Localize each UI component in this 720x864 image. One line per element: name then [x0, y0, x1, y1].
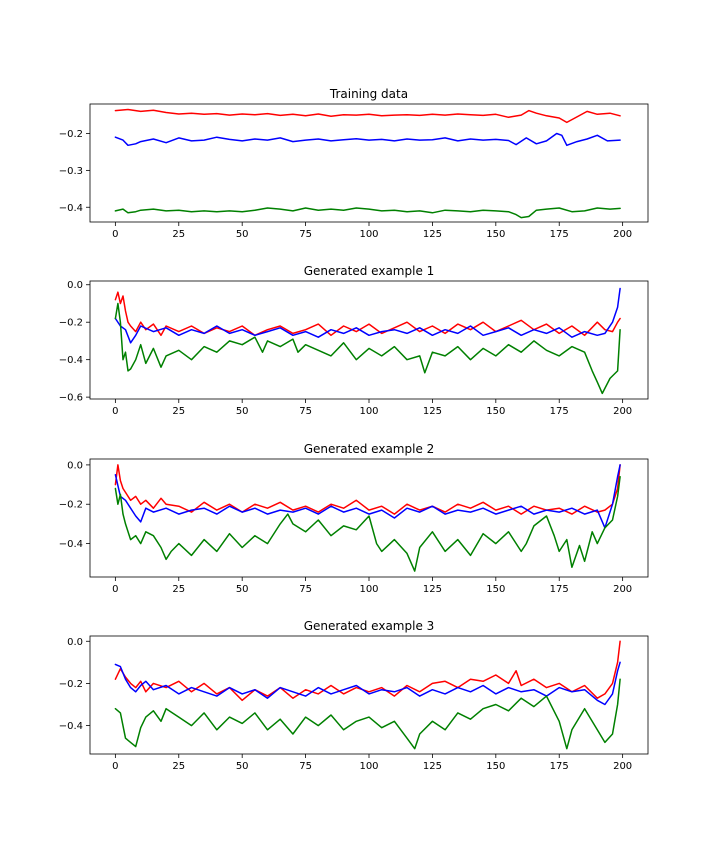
- x-tick-label: 175: [550, 584, 569, 595]
- y-tick-label: −0.6: [59, 393, 83, 404]
- axes-frame: [89, 280, 649, 400]
- y-tick-label: 0.0: [67, 637, 83, 648]
- x-tick-label: 75: [299, 406, 312, 417]
- y-tick-label: −0.4: [59, 203, 83, 214]
- x-tick-label: 0: [112, 584, 118, 595]
- chart-panel-1: Training data 0 25 50 75 100 125 150 175 200 −0.4 −…: [59, 87, 649, 240]
- series-group: [114, 287, 621, 395]
- x-tick-label: 175: [550, 229, 569, 240]
- series-line-blue: [114, 464, 621, 529]
- series-line-green: [114, 302, 621, 395]
- x-tick-label: 200: [613, 229, 632, 240]
- x-tick-label: 50: [236, 406, 249, 417]
- y-tick-label: −0.3: [59, 166, 83, 177]
- x-tick-label: 100: [359, 584, 378, 595]
- x-tick-label: 75: [299, 229, 312, 240]
- y-tick-label: −0.4: [59, 539, 83, 550]
- series-line-green: [114, 207, 621, 219]
- x-tick-label: 150: [486, 406, 505, 417]
- y-tick-label: 0.0: [67, 460, 83, 471]
- y-tick-label: −0.2: [59, 679, 83, 690]
- y-tick-label: −0.4: [59, 355, 83, 366]
- chart-panel-4: Generated example 3 0 25 50 75 100 125 150 175 20…: [59, 619, 649, 772]
- series-group: [114, 108, 621, 219]
- y-tick-label: −0.2: [59, 318, 83, 329]
- x-tick-label: 100: [359, 761, 378, 772]
- chart-title: Generated example 1: [304, 264, 435, 278]
- y-tick-label: −0.4: [59, 721, 83, 732]
- chart-title: Generated example 2: [304, 442, 435, 456]
- x-tick-label: 0: [112, 761, 118, 772]
- series-line-blue: [114, 132, 621, 147]
- x-tick-label: 125: [423, 584, 442, 595]
- y-tick-label: −0.2: [59, 500, 83, 511]
- series-line-green: [114, 678, 621, 750]
- chart-title: Training data: [329, 87, 408, 101]
- x-tick-label: 100: [359, 406, 378, 417]
- chart-panel-3: Generated example 2 0 25 50 75 100 125 150 175 20…: [59, 442, 649, 595]
- x-tick-label: 25: [172, 584, 185, 595]
- x-tick-label: 75: [299, 584, 312, 595]
- x-tick-label: 50: [236, 229, 249, 240]
- x-tick-label: 25: [172, 229, 185, 240]
- x-tick-label: 200: [613, 584, 632, 595]
- x-tick-label: 25: [172, 406, 185, 417]
- x-tick-label: 50: [236, 584, 249, 595]
- x-tick-label: 175: [550, 406, 569, 417]
- x-tick-label: 150: [486, 229, 505, 240]
- series-line-green: [114, 475, 621, 572]
- y-tick-label: 0.0: [67, 280, 83, 291]
- x-tick-label: 200: [613, 406, 632, 417]
- x-tick-label: 50: [236, 761, 249, 772]
- x-tick-label: 200: [613, 761, 632, 772]
- x-tick-label: 175: [550, 761, 569, 772]
- series-line-red: [114, 108, 621, 124]
- x-tick-label: 75: [299, 761, 312, 772]
- x-tick-label: 125: [423, 406, 442, 417]
- series-line-red: [114, 640, 621, 702]
- series-line-blue: [114, 287, 621, 344]
- x-tick-label: 125: [423, 229, 442, 240]
- x-tick-label: 0: [112, 406, 118, 417]
- series-group: [114, 464, 621, 572]
- x-tick-label: 0: [112, 229, 118, 240]
- x-tick-label: 25: [172, 761, 185, 772]
- series-group: [114, 640, 621, 750]
- x-tick-label: 150: [486, 584, 505, 595]
- x-tick-label: 150: [486, 761, 505, 772]
- series-line-red: [114, 291, 621, 337]
- axes-frame: [89, 635, 649, 755]
- chart-title: Generated example 3: [304, 619, 435, 633]
- series-line-blue: [114, 661, 621, 706]
- y-tick-label: −0.2: [59, 129, 83, 140]
- chart-panel-2: Generated example 1 0 25 50 75 100 125 150 175 20…: [59, 264, 649, 417]
- x-tick-label: 100: [359, 229, 378, 240]
- x-tick-label: 125: [423, 761, 442, 772]
- series-line-red: [114, 464, 621, 515]
